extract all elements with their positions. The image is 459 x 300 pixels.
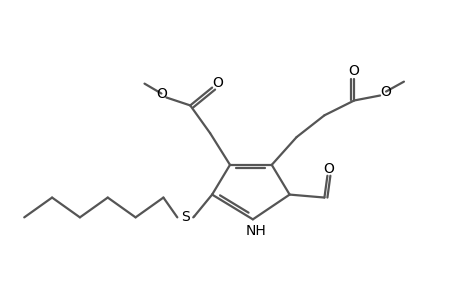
Text: O: O — [156, 86, 167, 100]
Text: O: O — [322, 162, 333, 176]
Text: O: O — [347, 64, 358, 78]
Text: O: O — [212, 76, 223, 90]
Text: NH: NH — [245, 224, 266, 238]
Text: O: O — [380, 85, 391, 98]
Text: S: S — [180, 210, 189, 224]
